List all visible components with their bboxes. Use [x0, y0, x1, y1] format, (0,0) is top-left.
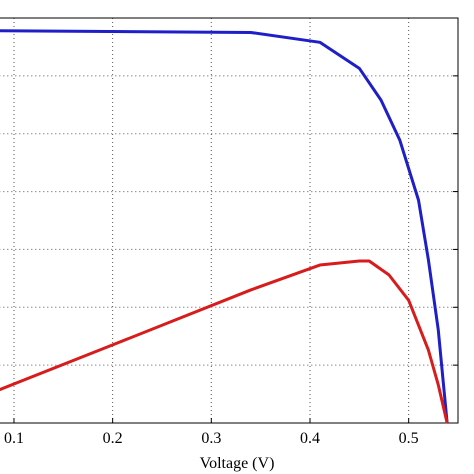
x-tick-label: 0.3: [201, 430, 221, 447]
x-tick-label: 0.5: [399, 430, 419, 447]
plot-frame: [0, 17, 459, 424]
x-tick-label: 0.1: [4, 430, 24, 447]
x-tick-label: 0.4: [300, 430, 320, 447]
line-series: [0, 29, 449, 424]
x-tick-label: 0.2: [103, 430, 123, 447]
x-axis-label: Voltage (V): [200, 455, 275, 472]
line-series: [0, 259, 449, 424]
